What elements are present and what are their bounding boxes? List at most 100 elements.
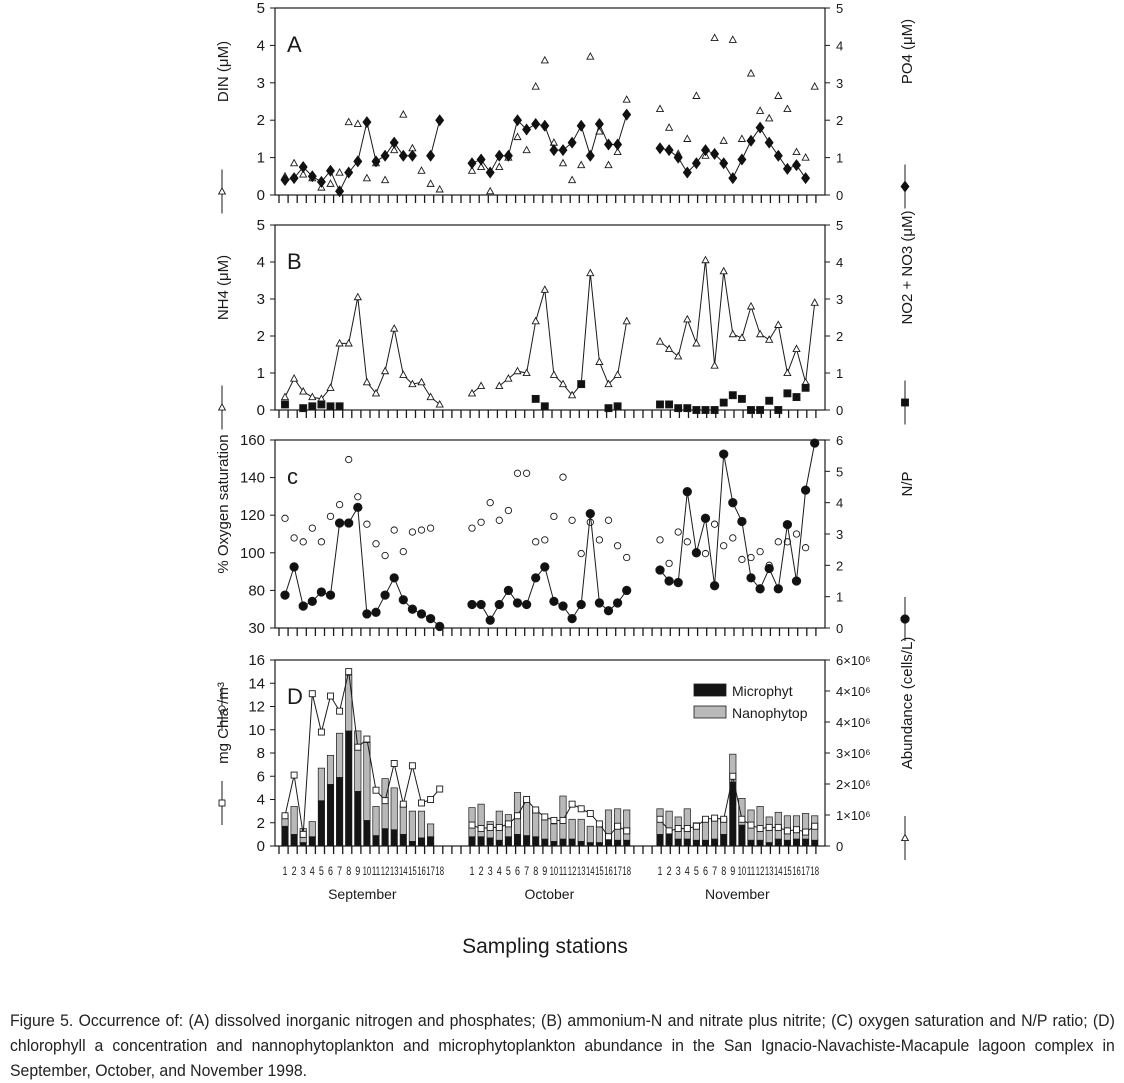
panel-c-n-p-line-november (659, 443, 816, 591)
panel-A-din-point-november-12 (755, 106, 765, 114)
bar-nanophytop-october-8 (532, 809, 540, 838)
panel-c--oxygen-saturation-point-september-17 (426, 524, 435, 532)
panel-A-po4-point-november-2 (664, 144, 674, 157)
panel-D-mg-chla-m--point-november-11 (747, 821, 755, 829)
panel-D-mg-chla-m--point-september-4 (308, 690, 316, 698)
panel-D-mg-chla-m--point-september-13 (390, 760, 398, 767)
panel-A-left-tick-label: 4 (257, 37, 265, 54)
panel-c-left-tick-label: 120 (240, 507, 265, 524)
panel-A-po4-point-october-1 (467, 157, 477, 170)
panel-B-nh4-point-november-11 (746, 301, 756, 310)
station-label-september-12: 12 (381, 864, 390, 878)
bar-microphyt-november-3 (674, 838, 682, 847)
panel-c-left-tick-label: 80 (248, 582, 265, 599)
panel-A-right-tick-label: 4 (836, 38, 843, 53)
panel-B-no2-no3-point-november-11 (747, 406, 755, 414)
panel-c-n-p-point-october-1 (467, 599, 477, 610)
station-label-september-1: 1 (283, 864, 288, 878)
station-label-november-15: 15 (783, 864, 792, 878)
bar-microphyt-october-6 (513, 834, 522, 847)
panel-B-no2-no3-point-november-8 (719, 398, 728, 407)
bar-microphyt-september-11 (372, 835, 380, 847)
panel-B-nh4-point-october-7 (522, 368, 531, 377)
panel-A-po4-point-september-18 (435, 114, 445, 127)
panel-B-nh4-point-october-5 (504, 374, 513, 382)
panel-c--oxygen-saturation-point-october-18 (623, 553, 631, 562)
panel-c-n-p-point-october-18 (622, 585, 632, 596)
station-label-september-7: 7 (337, 864, 342, 878)
panel-A-din-point-september-18 (435, 184, 444, 193)
panel-c--oxygen-saturation-point-september-2 (290, 534, 298, 542)
panel-A-din-point-november-11 (746, 68, 756, 77)
panel-A-din-point-november-7 (710, 33, 719, 41)
panel-B-no2-no3-point-november-5 (692, 406, 701, 414)
panel-c-n-p-point-november-9 (728, 498, 738, 508)
panel-B-nh4-point-september-15 (408, 379, 417, 388)
panel-c-n-p-point-september-3 (298, 601, 308, 611)
legend-label-microphyt: Microphyt (732, 683, 793, 699)
panel-A-po4-point-october-10 (549, 144, 559, 157)
panel-c--oxygen-saturation-point-october-13 (577, 549, 585, 558)
panel-D-left-tick-label: 2 (257, 815, 265, 832)
panel-c-n-p-point-october-14 (585, 508, 595, 519)
panel-D-mg-chla-m--point-october-16 (605, 833, 612, 841)
panel-c-n-p-point-october-13 (576, 599, 586, 610)
panel-c-right-axis-title: N/P (899, 471, 916, 496)
panel-B-no2-no3-point-september-6 (326, 402, 335, 411)
bar-nanophytop-september-15 (408, 810, 416, 842)
panel-B-nh4-point-november-9 (728, 329, 737, 338)
station-label-november-10: 10 (738, 864, 747, 878)
panel-c--oxygen-saturation-point-september-11 (372, 540, 380, 548)
panel-c--oxygen-saturation-point-november-12 (756, 547, 764, 556)
panel-A-left-tick-label: 5 (257, 0, 265, 17)
panel-D-mg-chla-m--point-november-4 (683, 825, 691, 833)
panel-B-nh4-point-september-2 (289, 374, 299, 382)
bar-microphyt-november-15 (783, 839, 791, 847)
panel-c--oxygen-saturation-point-october-15 (595, 536, 604, 544)
bar-microphyt-november-18 (811, 839, 819, 847)
panel-A-din-point-november-2 (664, 123, 674, 131)
panel-c-n-p-point-november-12 (755, 584, 765, 594)
panel-B-nh4-point-october-6 (513, 366, 522, 375)
panel-D-mg-chla-m--point-september-10 (363, 735, 371, 743)
panel-c-n-p-point-november-8 (719, 449, 729, 459)
panel-c--oxygen-saturation-point-october-8 (532, 538, 540, 546)
bar-nanophytop-october-2 (477, 803, 485, 838)
bar-microphyt-october-9 (541, 838, 549, 847)
legend-label-nanophytop: Nanophytop (732, 705, 808, 721)
panel-B-no2-no3-point-november-3 (674, 404, 683, 413)
panel-B-no2-no3-point-november-16 (792, 393, 801, 401)
panel-A-left-tick-label: 2 (257, 112, 265, 129)
panel-D-mg-chla-m--point-november-3 (674, 825, 682, 833)
panel-B-left-tick-label: 2 (257, 328, 265, 345)
panel-B-nh4-point-november-3 (674, 351, 683, 360)
bar-nanophytop-november-17 (802, 813, 810, 840)
panel-A-po4-point-october-4 (494, 149, 504, 162)
station-label-october-3: 3 (488, 864, 493, 878)
bar-microphyt-november-6 (701, 839, 710, 847)
panel-B-no2-no3-point-october-9 (540, 402, 549, 411)
panel-A-din-point-september-13 (390, 145, 399, 154)
panel-A-po4-line-october (471, 114, 628, 174)
panel-D-mg-chla-m--point-october-10 (550, 816, 558, 824)
panel-B-no2-no3-point-november-14 (774, 406, 783, 414)
panel-c-n-p-point-october-16 (603, 606, 614, 616)
bar-microphyt-november-13 (765, 842, 773, 847)
panel-D-mg-chla-m--point-november-16 (793, 826, 800, 834)
panel-A-din-point-october-9 (540, 55, 549, 64)
panel-B-nh4-point-october-17 (613, 370, 622, 378)
panel-D-mg-chla-m--point-october-18 (623, 827, 631, 835)
panel-A-po4-point-november-16 (792, 159, 801, 172)
panel-D-right-axis-label: Abundance (cells/L) (899, 637, 916, 770)
panel-A-right-axis-label: PO4 (μM) (899, 19, 916, 84)
bar-microphyt-september-10 (363, 820, 371, 847)
panel-A-po4-point-november-10 (737, 153, 747, 166)
panel-B-letter: B (287, 249, 302, 274)
panel-B-nh4-point-november-13 (765, 335, 774, 343)
panel-A-po4-point-october-14 (585, 149, 595, 162)
panel-c-left-axis-label: % Oxygen saturation (215, 434, 232, 573)
panel-A-din-point-november-5 (692, 91, 701, 99)
panel-c-left-tick-label: 160 (240, 432, 265, 449)
panel-A-po4-point-september-2 (289, 172, 299, 185)
panel-B-nh4-point-october-11 (558, 379, 568, 388)
